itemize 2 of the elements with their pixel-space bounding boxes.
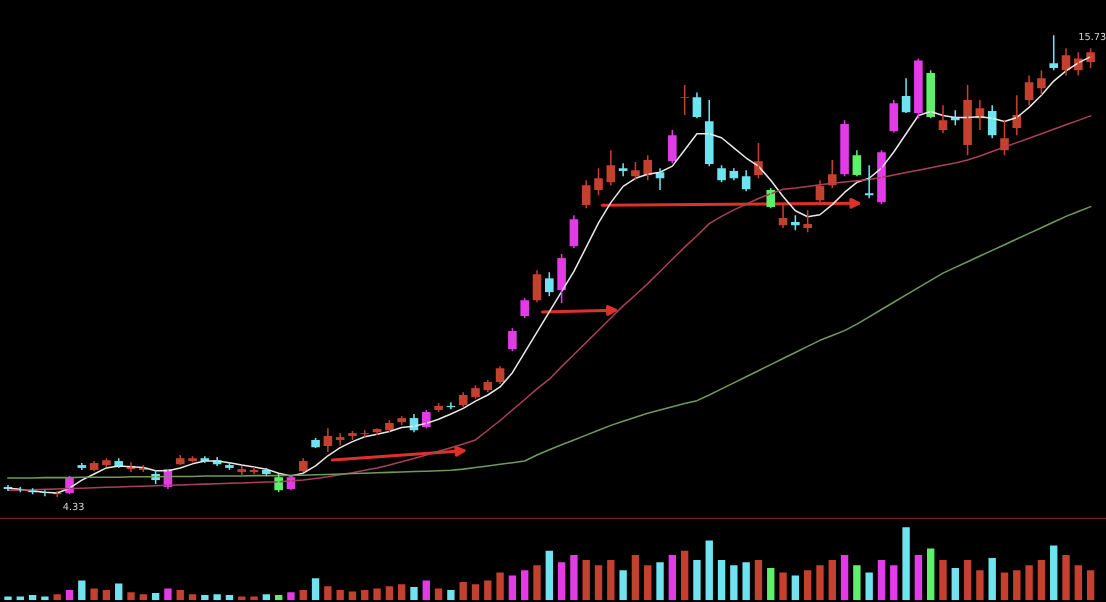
annotation: 4.33 bbox=[63, 502, 84, 511]
annotation: 15.73 bbox=[1079, 32, 1106, 41]
